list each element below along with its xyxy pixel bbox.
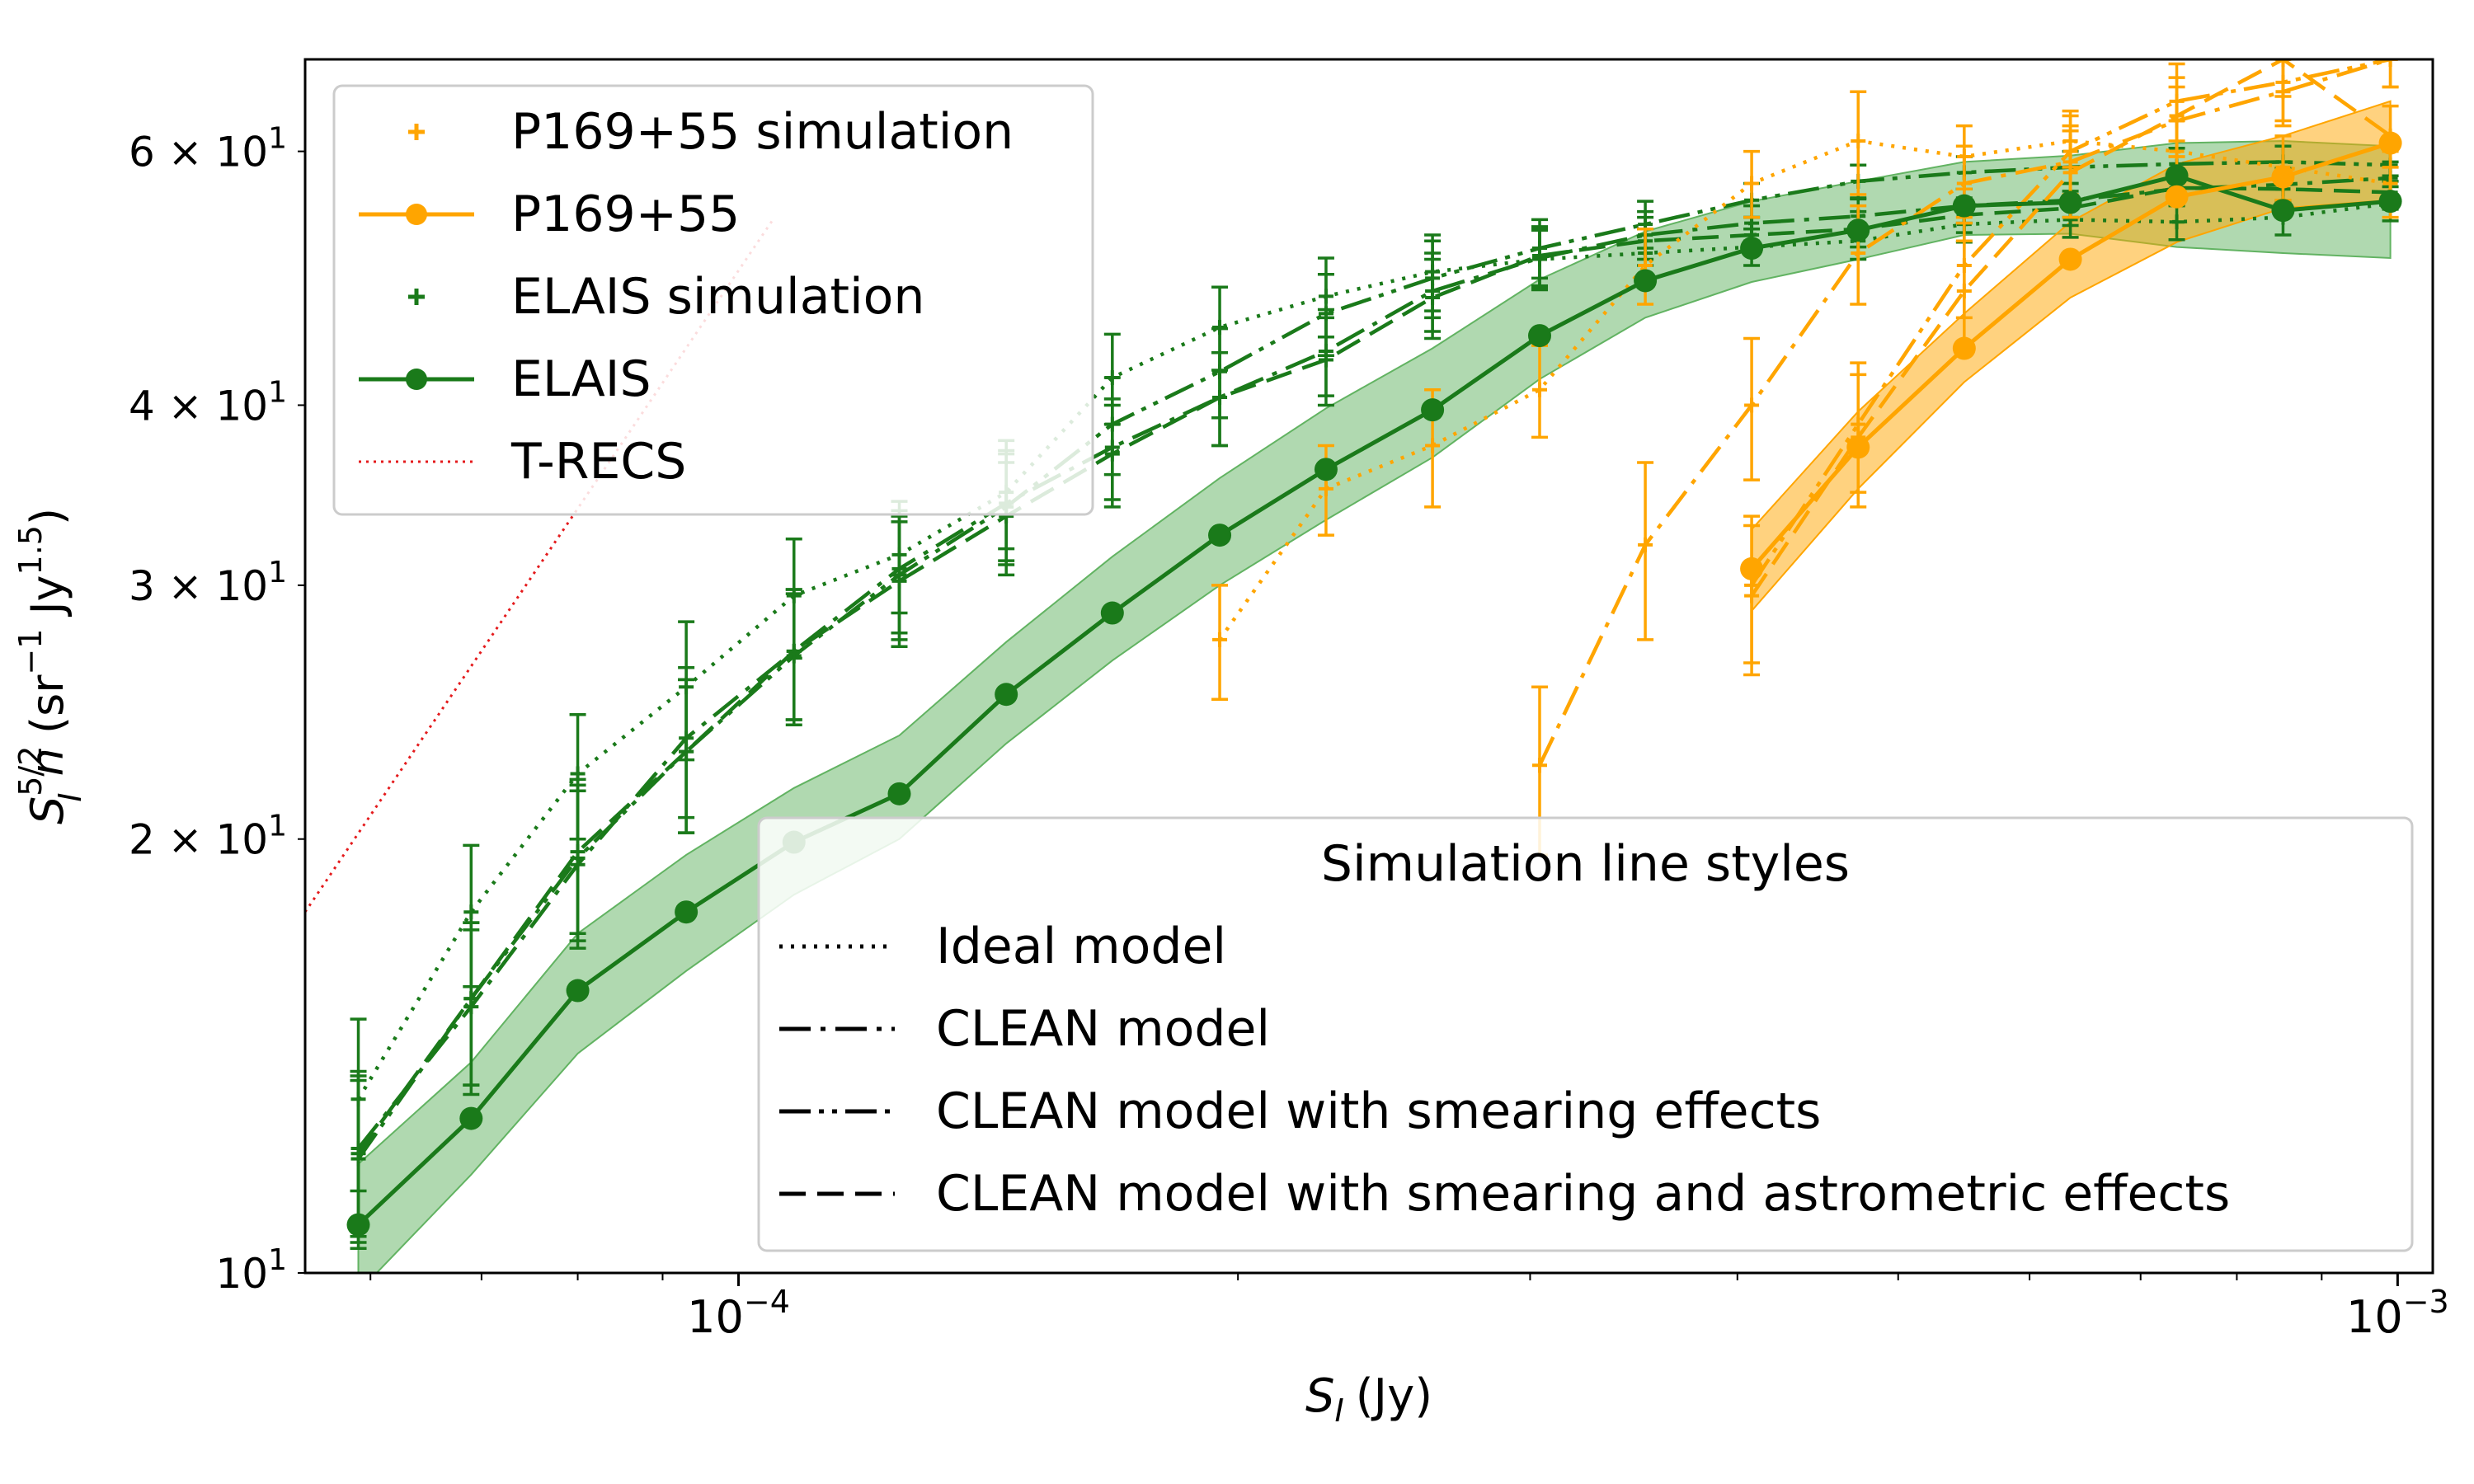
elais-point [1952, 194, 1976, 218]
elais-point [1100, 601, 1124, 625]
y-label-part-sup2: −1 [12, 629, 49, 675]
y-label-part-base: S [21, 796, 73, 824]
y-tick-label: 101 [215, 1243, 287, 1298]
legend-style-label: CLEAN model with smearing and astrometri… [936, 1165, 2230, 1223]
y-tick-exponent: 1 [268, 556, 287, 589]
elais-point [1527, 324, 1551, 348]
p169-point [1952, 336, 1976, 360]
elais-point [1421, 398, 1445, 422]
elais-point [675, 900, 698, 924]
legend-marker-dot [406, 204, 427, 225]
elais-point [887, 782, 911, 805]
elais-point [1846, 218, 1870, 242]
elais-point [346, 1213, 370, 1237]
legend-main: P169+55 simulation P169+55 ELAIS simulatio… [332, 84, 1094, 516]
y-tick-exponent: 1 [268, 1243, 287, 1277]
p169-point [1846, 435, 1870, 459]
y-tick-base: 10 [215, 129, 268, 176]
x-tick-label: 10−4 [687, 1284, 790, 1343]
elais-point [1314, 458, 1338, 481]
y-tick-prefix: 3 × [129, 562, 216, 610]
y-tick-label: 4 × 101 [129, 375, 287, 430]
y-label-part-sup3: 1.5 [12, 525, 49, 575]
y-tick-prefix: 2 × [129, 816, 216, 864]
y-label-part-sub: I [52, 792, 88, 801]
x-tick-base: 10 [2346, 1291, 2403, 1343]
elais-point [459, 1106, 483, 1130]
legend-marker-dot [406, 369, 427, 390]
elais-point [995, 683, 1018, 707]
y-label-n: n [21, 748, 73, 776]
elais-band [357, 139, 2392, 1273]
legend-style-label: CLEAN model with smearing effects [936, 1082, 1821, 1140]
elais-point [2165, 164, 2189, 188]
legend-styles-box [757, 816, 2414, 1252]
x-tick-exponent: −3 [2403, 1284, 2449, 1320]
legend-styles-title: Simulation line styles [1321, 835, 1850, 893]
y-label-part-mid: n (sr [21, 674, 73, 777]
elais-point [2378, 190, 2402, 214]
legend-style-label: Ideal model [936, 918, 1226, 975]
observed-lines [305, 131, 2402, 1237]
elais-point [1208, 524, 1232, 547]
x-label-symbol: S [1305, 1369, 1335, 1423]
p169-point [2378, 131, 2402, 155]
legend-main-box [332, 84, 1094, 516]
y-label-unit: (sr [21, 674, 73, 748]
x-axis-label: SI (Jy) [1305, 1369, 1432, 1429]
p169-point [1740, 556, 1764, 580]
legend-line-styles: Simulation line styles Ideal model CLEAN m… [757, 816, 2414, 1252]
y-tick-base: 10 [215, 382, 268, 430]
elais-simulation-dashed-line [356, 186, 2391, 1155]
y-label-part-end: ) [21, 508, 73, 525]
p169-55-simulation-dotted-line [1218, 139, 2391, 641]
y-label-part-sup: 5/2 [12, 746, 49, 796]
y-tick-label: 2 × 101 [129, 810, 287, 864]
x-tick-exponent: −4 [744, 1284, 790, 1320]
y-label-part-mid2: Jy [21, 575, 73, 628]
plot-frame [303, 58, 2434, 1275]
y-tick-label: 3 × 101 [129, 556, 287, 610]
p169-point [2165, 185, 2189, 209]
elais-point [2271, 199, 2295, 223]
elais-point [1634, 269, 1658, 293]
y-axis-label: S5/2In (sr−1 Jy1.5) [12, 508, 88, 824]
legend-style-label: CLEAN model [936, 1000, 1270, 1058]
legend-label: ELAIS [511, 350, 651, 408]
y-tick-base: 10 [215, 816, 268, 864]
y-tick-base: 10 [215, 562, 268, 610]
x-label-unit: (Jy) [1356, 1369, 1432, 1423]
x-tick-base: 10 [687, 1291, 744, 1343]
elais-point [566, 979, 590, 1003]
legend-label: P169+55 [511, 186, 740, 243]
y-tick-label: 6 × 101 [129, 122, 287, 176]
x-label-subscript: I [1334, 1392, 1343, 1429]
elais-point [2058, 190, 2082, 214]
legend-label: ELAIS simulation [511, 268, 924, 326]
legend-label: P169+55 simulation [511, 103, 1014, 161]
legend-label: T-RECS [510, 433, 686, 491]
y-tick-exponent: 1 [268, 375, 287, 409]
y-tick-prefix: 6 × [129, 129, 216, 176]
y-tick-prefix: 4 × [129, 382, 216, 430]
p169-point [2058, 247, 2082, 271]
y-tick-base: 10 [215, 1250, 268, 1298]
elais-simulation-dotted-line [356, 201, 2391, 1101]
elais-point [1740, 237, 1764, 261]
y-tick-exponent: 1 [268, 122, 287, 156]
x-tick-label: 10−3 [2346, 1284, 2449, 1343]
p169-point [2271, 165, 2295, 189]
y-tick-exponent: 1 [268, 810, 287, 843]
elais-line [356, 173, 2391, 1227]
